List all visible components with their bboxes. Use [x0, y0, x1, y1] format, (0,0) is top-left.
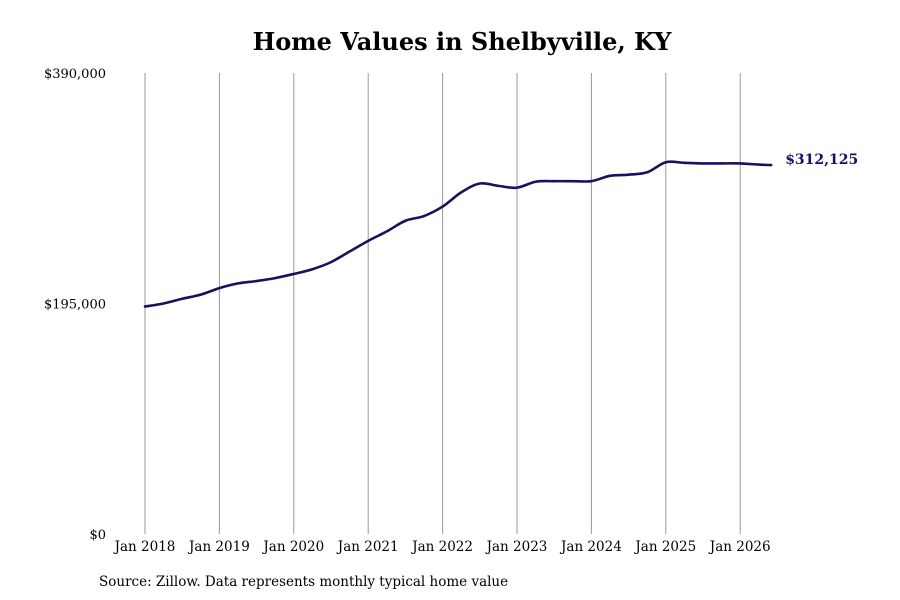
y-tick-label: $390,000	[44, 67, 106, 82]
y-tick-label: $195,000	[44, 298, 106, 313]
x-axis-ticks: Jan 2018 Jan 2019 Jan 2020 Jan 2021 Jan 2022…	[113, 539, 771, 555]
source-note: Source: Zillow. Data represents monthly …	[99, 574, 508, 590]
x-tick-label: Jan 2020	[261, 539, 324, 555]
end-value-label: $312,125	[785, 152, 858, 168]
x-tick-label: Jan 2023	[485, 539, 548, 555]
x-tick-label: Jan 2019	[187, 539, 250, 555]
x-tick-label: Jan 2025	[633, 539, 696, 555]
grid-lines	[144, 73, 741, 534]
chart-title: Home Values in Shelbyville, KY	[253, 27, 673, 56]
x-tick-label: Jan 2018	[113, 539, 176, 555]
x-tick-label: Jan 2022	[410, 539, 473, 555]
x-tick-label: Jan 2024	[559, 539, 622, 555]
x-tick-label: Jan 2026	[708, 539, 771, 555]
y-tick-label: $0	[89, 528, 106, 543]
home-value-line	[143, 160, 773, 308]
y-axis-ticks: $0 $195,000 $390,000	[44, 67, 106, 543]
x-tick-label: Jan 2021	[336, 539, 399, 555]
